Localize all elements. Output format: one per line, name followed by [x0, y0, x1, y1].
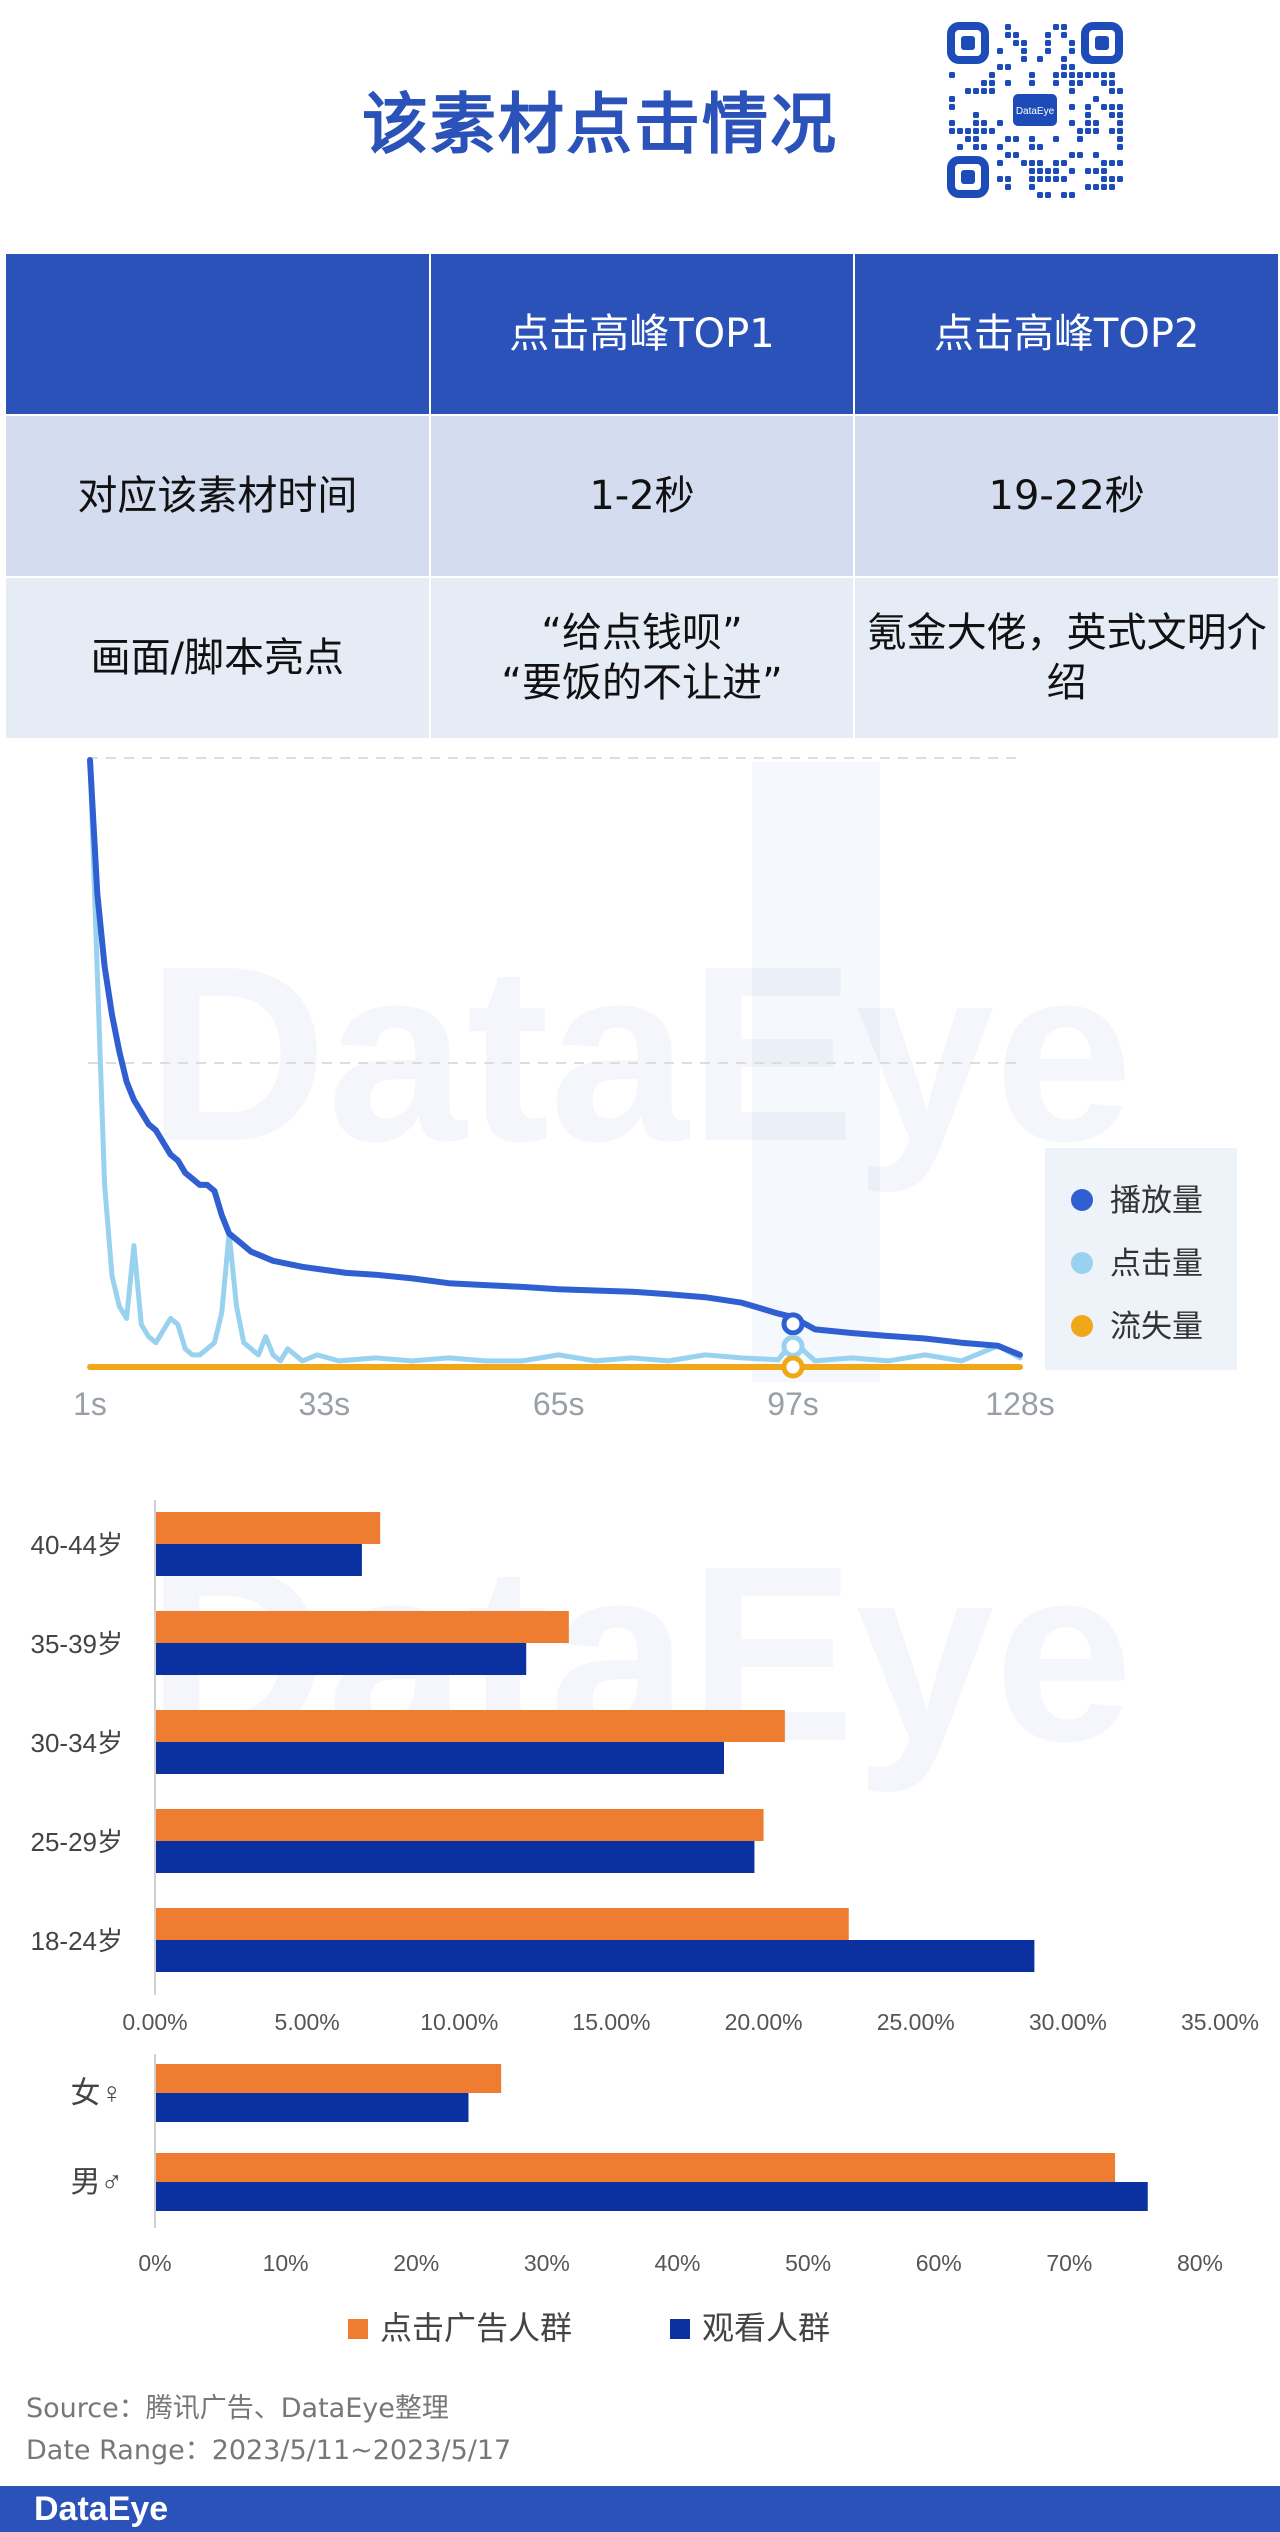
watermark: DataEye — [147, 914, 1134, 1193]
legend-label: 点击广告人群 — [380, 2310, 572, 2346]
legend-swatch — [348, 2319, 368, 2339]
x-tick-label: 128s — [985, 1386, 1054, 1422]
legend-swatch — [1071, 1252, 1093, 1274]
bar-点击广告人群 — [155, 1908, 849, 1940]
category-label: 女♀ — [71, 2077, 124, 2110]
table-cell: 氪金大佬，英式文明介绍 — [853, 576, 1280, 740]
category-label: 35-39岁 — [31, 1629, 124, 1659]
table-cell: 画面/脚本亮点 — [4, 576, 431, 740]
x-tick-label: 30.00% — [1029, 2009, 1107, 2035]
bar-点击广告人群 — [155, 2153, 1116, 2182]
table-cell: 对应该素材时间 — [4, 414, 431, 578]
legend-label: 观看人群 — [702, 2310, 830, 2346]
source-text: Source：腾讯广告、DataEye整理 — [26, 2393, 449, 2424]
footer-logo: DataEye — [34, 2490, 169, 2528]
bar-观看人群 — [155, 2182, 1148, 2211]
table-header-cell: 点击高峰TOP2 — [853, 252, 1280, 416]
category-label: 18-24岁 — [31, 1926, 124, 1956]
series-line-点击量 — [87, 757, 1023, 1364]
table-cell: 19-22秒 — [853, 414, 1280, 578]
age-bar-chart: DataEye 40-44岁35-39岁30-34岁25-29岁18-24岁0.… — [31, 1500, 1259, 2035]
x-tick-label: 20.00% — [725, 2009, 803, 2035]
table-cell: 1-2秒 — [428, 414, 856, 578]
table-cell: “给点钱呗” “要饭的不让进” — [428, 576, 856, 740]
legend-label: 播放量 — [1110, 1183, 1203, 1218]
table-header-row: 点击高峰TOP1 点击高峰TOP2 — [4, 252, 1280, 416]
category-label: 男♂ — [71, 2166, 124, 2199]
data-point-marker — [781, 1355, 805, 1379]
click-info-table: 点击高峰TOP1 点击高峰TOP2 对应该素材时间 1-2秒 19-22秒 画面… — [4, 252, 1280, 740]
x-tick-label: 60% — [916, 2250, 962, 2276]
x-tick-label: 0.00% — [122, 2009, 187, 2035]
x-tick-label: 20% — [393, 2250, 439, 2276]
x-tick-label: 50% — [785, 2250, 831, 2276]
bar-点击广告人群 — [155, 2064, 502, 2093]
x-tick-label: 10% — [263, 2250, 309, 2276]
x-tick-label: 80% — [1177, 2250, 1223, 2276]
x-tick-label: 5.00% — [275, 2009, 340, 2035]
bar-观看人群 — [155, 1940, 1035, 1972]
table-row: 对应该素材时间 1-2秒 19-22秒 — [4, 414, 1280, 578]
table-row: 画面/脚本亮点 “给点钱呗” “要饭的不让进” 氪金大佬，英式文明介绍 — [4, 576, 1280, 740]
footer-bar — [0, 2486, 1280, 2532]
x-tick-label: 25.00% — [877, 2009, 955, 2035]
date-range-text: Date Range：2023/5/11~2023/5/17 — [26, 2435, 512, 2466]
bar-观看人群 — [155, 1544, 362, 1576]
x-tick-label: 70% — [1046, 2250, 1092, 2276]
category-label: 25-29岁 — [31, 1827, 124, 1857]
x-tick-label: 65s — [533, 1386, 585, 1422]
series-line-播放量 — [87, 757, 1023, 1358]
table-header-cell — [4, 252, 431, 416]
x-tick-label: 35.00% — [1181, 2009, 1259, 2035]
legend-swatch — [1071, 1315, 1093, 1337]
x-tick-label: 97s — [767, 1386, 819, 1422]
bar-点击广告人群 — [155, 1512, 381, 1544]
bar-观看人群 — [155, 2093, 469, 2122]
category-label: 30-34岁 — [31, 1728, 124, 1758]
data-point-marker — [781, 1334, 805, 1358]
legend-label: 流失量 — [1110, 1309, 1203, 1344]
qr-logo: DataEye — [1016, 106, 1055, 117]
bar-点击广告人群 — [155, 1710, 785, 1742]
x-tick-label: 10.00% — [420, 2009, 498, 2035]
gender-bar-chart: 女♀ 男♂ 0% 10% 20% 30% 40% 50% 60% 70% 80% 点击广告人群 观看人… — [71, 2054, 1223, 2346]
bar-观看人群 — [155, 1742, 725, 1774]
legend-swatch — [1071, 1189, 1093, 1211]
bar-点击广告人群 — [155, 1809, 764, 1841]
x-tick-label: 0% — [138, 2250, 171, 2276]
x-tick-label: 40% — [654, 2250, 700, 2276]
table-header-cell: 点击高峰TOP1 — [428, 252, 856, 416]
bar-观看人群 — [155, 1643, 527, 1675]
data-point-marker — [781, 1312, 805, 1336]
bar-观看人群 — [155, 1841, 755, 1873]
legend-swatch — [670, 2319, 690, 2339]
bar-点击广告人群 — [155, 1611, 569, 1643]
x-tick-label: 30% — [524, 2250, 570, 2276]
x-tick-label: 33s — [299, 1386, 351, 1422]
x-tick-label: 1s — [73, 1386, 107, 1422]
page-title: 该素材点击情况 — [362, 86, 838, 163]
qr-code: DataEye — [945, 20, 1125, 200]
category-label: 40-44岁 — [31, 1530, 124, 1560]
legend-label: 点击量 — [1110, 1246, 1203, 1281]
x-tick-label: 15.00% — [572, 2009, 650, 2035]
